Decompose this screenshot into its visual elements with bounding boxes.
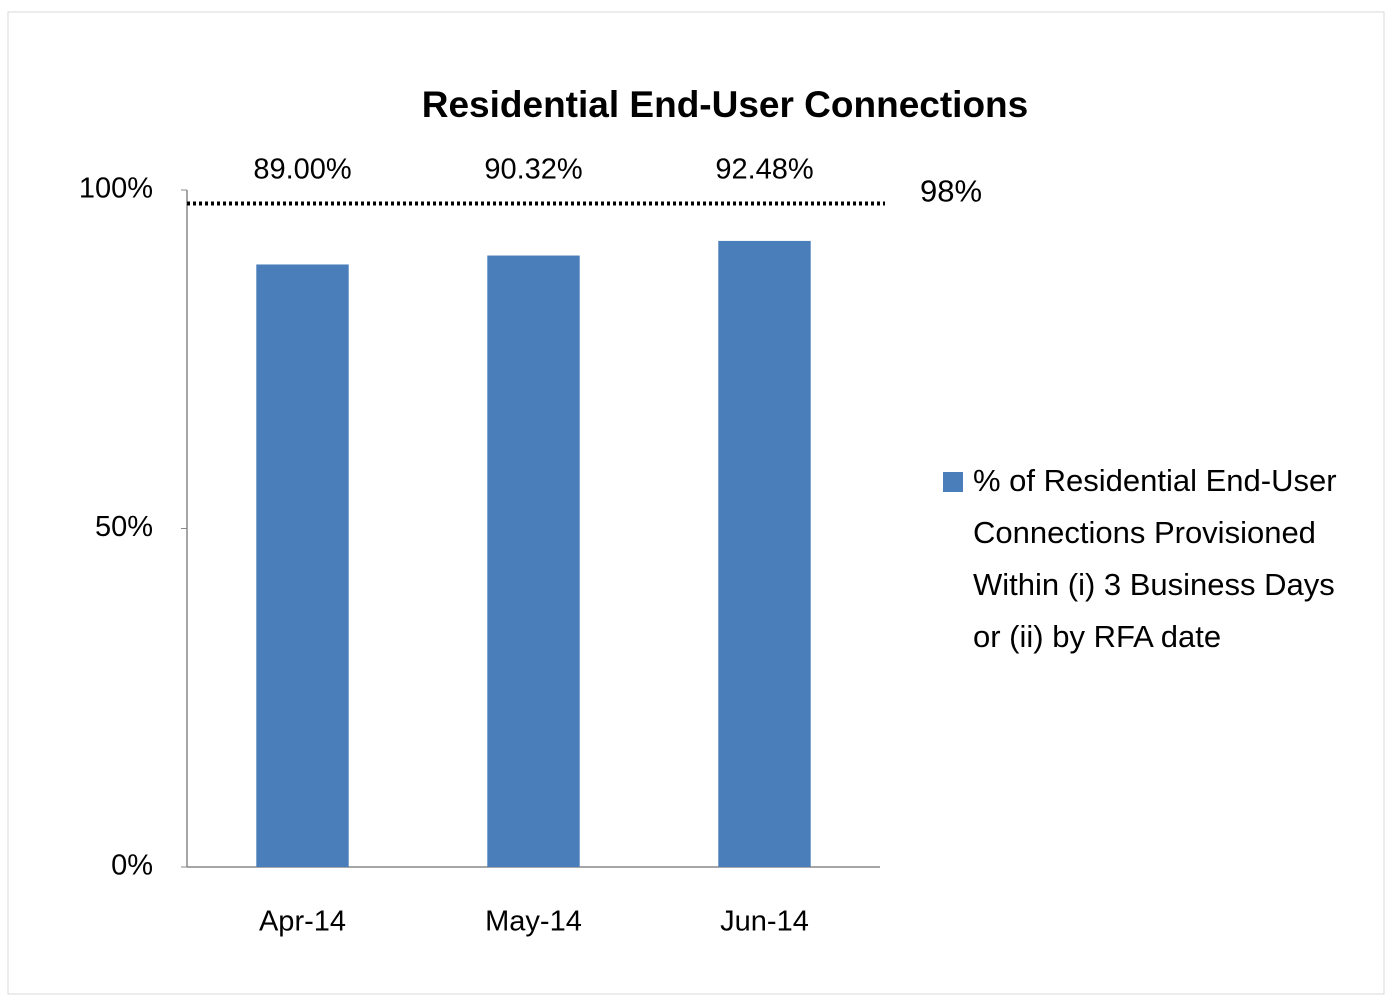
chart-title: Residential End-User Connections	[422, 84, 1029, 125]
data-label: 89.00%	[253, 154, 351, 186]
x-tick-label: Apr-14	[259, 906, 346, 938]
chart-border	[7, 11, 1385, 995]
data-label: 92.48%	[715, 154, 813, 186]
x-tick-label: Jun-14	[720, 906, 809, 938]
legend: % of Residential End-User Connections Pr…	[943, 455, 1363, 663]
legend-swatch	[943, 472, 963, 492]
legend-label: % of Residential End-User Connections Pr…	[973, 463, 1337, 654]
x-tick-label: May-14	[485, 906, 582, 938]
bar	[256, 264, 349, 868]
bar	[718, 240, 811, 867]
data-label: 90.32%	[484, 154, 582, 186]
bar	[487, 255, 580, 868]
y-tick-label: 0%	[111, 850, 153, 882]
y-tick-label: 50%	[95, 511, 153, 543]
y-tick-label: 100%	[79, 173, 153, 205]
target-label: 98%	[920, 174, 982, 209]
